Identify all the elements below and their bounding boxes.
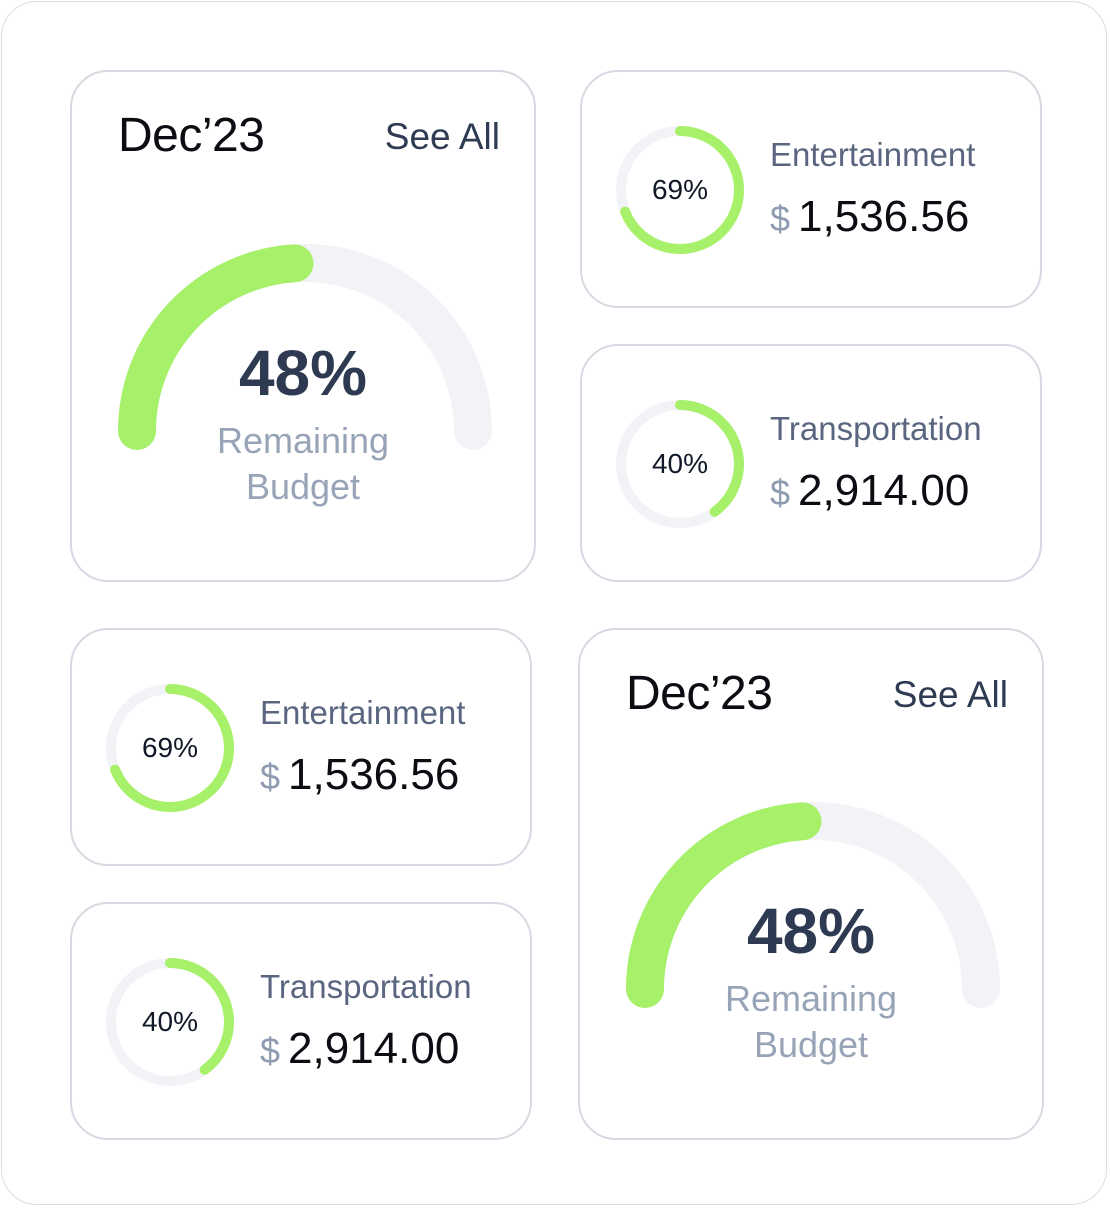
budget-card: Dec’23 See All 48% Remaining Budget — [578, 628, 1044, 1140]
category-name: Transportation — [770, 410, 982, 447]
budget-gauge — [626, 802, 1000, 1008]
amount-value: 1,536.56 — [288, 750, 460, 799]
progress-ring — [616, 126, 744, 254]
currency-symbol: $ — [260, 1030, 281, 1071]
category-amount: $2,914.00 — [770, 466, 969, 516]
ring-percent: 40% — [141, 1006, 199, 1037]
budget-percent: 48% — [238, 337, 368, 409]
amount-value: 2,914.00 — [798, 466, 970, 515]
ring-fill — [616, 126, 744, 254]
budget-caption: Remaining Budget — [580, 976, 1042, 1068]
caption-line-1: Remaining — [216, 420, 390, 461]
amount-value: 1,536.56 — [798, 192, 970, 241]
ring-percent: 69% — [141, 732, 199, 763]
category-amount: $2,914.00 — [260, 1024, 459, 1074]
ring-percent: 40% — [651, 448, 709, 479]
budget-month: Dec’23 — [118, 109, 265, 162]
budget-card: Dec’23 See All 48% Remaining Budget — [70, 70, 536, 582]
caption-line-2: Budget — [245, 466, 361, 507]
currency-symbol: $ — [260, 756, 281, 797]
caption-line-1: Remaining — [724, 978, 898, 1019]
category-amount: $1,536.56 — [260, 750, 459, 800]
category-card[interactable]: 69% Entertainment $1,536.56 — [580, 70, 1042, 308]
progress-ring — [616, 400, 744, 528]
ring-percent: 69% — [651, 174, 709, 205]
progress-ring — [106, 958, 234, 1086]
ring-fill — [106, 684, 234, 812]
ring-fill — [616, 400, 744, 528]
see-all-link[interactable]: See All — [384, 116, 500, 157]
category-card[interactable]: 40% Transportation $2,914.00 — [580, 344, 1042, 582]
budget-percent: 48% — [746, 895, 876, 967]
see-all-link[interactable]: See All — [892, 674, 1008, 715]
caption-line-2: Budget — [753, 1024, 869, 1065]
ring-fill — [106, 958, 234, 1086]
category-card[interactable]: 69% Entertainment $1,536.56 — [70, 628, 532, 866]
category-amount: $1,536.56 — [770, 192, 969, 242]
budget-gauge — [118, 244, 492, 450]
gauge-fill — [626, 802, 822, 1008]
budget-caption: Remaining Budget — [72, 418, 534, 510]
currency-symbol: $ — [770, 198, 791, 239]
category-name: Entertainment — [260, 694, 466, 731]
category-name: Transportation — [260, 968, 472, 1005]
gauge-fill — [118, 244, 314, 450]
category-card[interactable]: 40% Transportation $2,914.00 — [70, 902, 532, 1140]
category-name: Entertainment — [770, 136, 976, 173]
progress-ring — [106, 684, 234, 812]
amount-value: 2,914.00 — [288, 1024, 460, 1073]
currency-symbol: $ — [770, 472, 791, 513]
budget-month: Dec’23 — [626, 667, 773, 720]
